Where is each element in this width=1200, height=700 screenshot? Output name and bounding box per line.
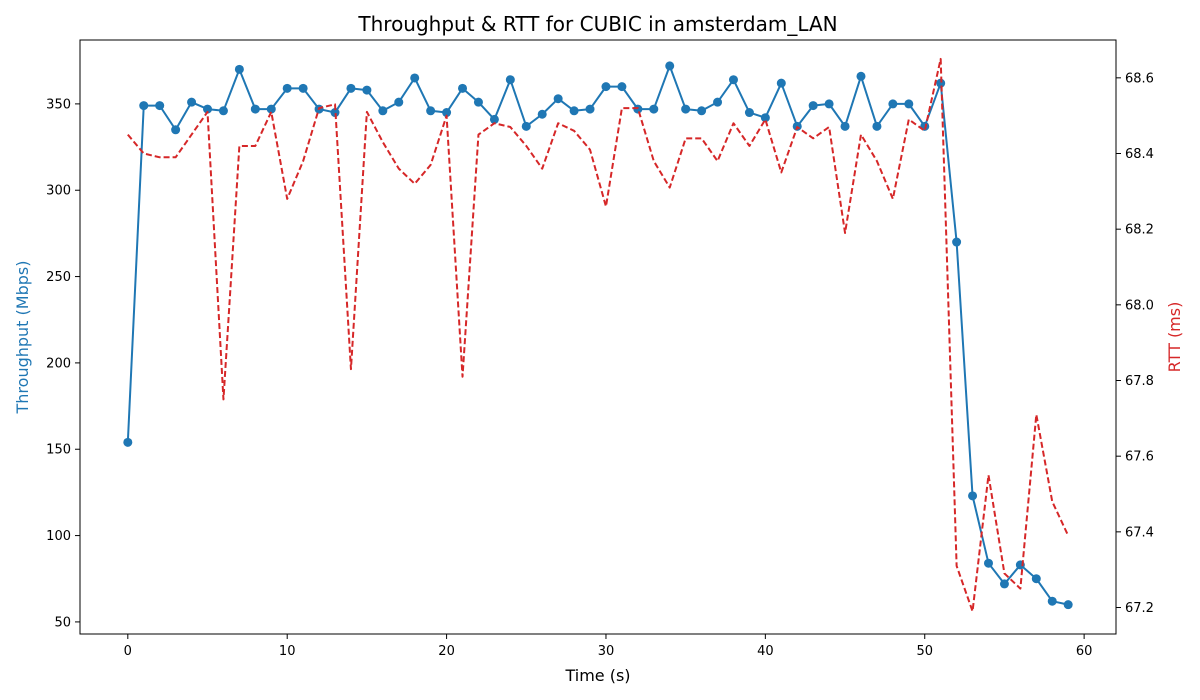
throughput-point <box>983 558 993 568</box>
y-right-tick-label: 68.2 <box>1125 223 1154 238</box>
y-axis-right-label: RTT (ms) <box>1165 302 1184 373</box>
y-right-tick-label: 68.4 <box>1125 147 1154 162</box>
throughput-point <box>1063 600 1073 610</box>
throughput-line <box>126 64 1069 606</box>
y-left-tick-label: 300 <box>46 184 71 199</box>
throughput-point <box>585 104 595 114</box>
throughput-point <box>346 83 356 93</box>
throughput-point <box>872 121 882 131</box>
y-left-tick-label: 150 <box>46 443 71 458</box>
throughput-point <box>282 83 292 93</box>
throughput-point <box>473 97 483 107</box>
throughput-point <box>904 99 914 109</box>
y-left-tick-label: 100 <box>46 529 71 544</box>
throughput-point <box>936 78 946 88</box>
throughput-point <box>999 579 1009 589</box>
throughput-point <box>521 121 531 131</box>
throughput-point <box>888 99 898 109</box>
throughput-point <box>776 78 786 88</box>
throughput-point <box>266 104 276 114</box>
x-tick-label: 50 <box>916 644 933 659</box>
throughput-point <box>601 82 611 92</box>
y-axis-left-label: Throughput (Mbps) <box>13 261 32 415</box>
y-right-tick-label: 67.4 <box>1125 525 1154 540</box>
throughput-point <box>824 99 834 109</box>
y-right-tick-label: 67.6 <box>1125 450 1154 465</box>
y-left-tick-label: 250 <box>46 270 71 285</box>
throughput-point <box>569 106 579 116</box>
throughput-point <box>537 109 547 119</box>
y-right-tick-label: 68.0 <box>1125 298 1154 313</box>
throughput-point <box>362 85 372 95</box>
y-right-tick-label: 67.8 <box>1125 374 1154 389</box>
y-right-tick-label: 67.2 <box>1125 601 1154 616</box>
throughput-point <box>250 104 260 114</box>
throughput-point <box>697 106 707 116</box>
throughput-point <box>968 491 978 501</box>
y-left-tick-label: 350 <box>46 97 71 112</box>
throughput-point <box>218 106 228 116</box>
throughput-point <box>171 125 181 135</box>
throughput-point <box>378 106 388 116</box>
throughput-point <box>489 114 499 124</box>
throughput-point <box>744 108 754 118</box>
throughput-point <box>139 101 149 111</box>
throughput-point <box>505 75 515 85</box>
x-tick-label: 30 <box>598 644 615 659</box>
throughput-point <box>856 71 866 81</box>
throughput-point <box>1047 596 1057 606</box>
throughput-point <box>713 97 723 107</box>
x-tick-label: 60 <box>1076 644 1093 659</box>
throughput-point <box>553 94 563 104</box>
throughput-point <box>203 104 213 114</box>
throughput-point <box>426 106 436 116</box>
plot-area: 0 10 20 30 40 50 60 50 100 150 200 250 300 350 67.2 67.… <box>46 39 1154 659</box>
rtt-line <box>127 57 1070 613</box>
y-left-tick-label: 50 <box>54 615 71 630</box>
y-left-tick-label: 200 <box>46 356 71 371</box>
throughput-point <box>728 75 738 85</box>
x-tick-label: 40 <box>757 644 774 659</box>
throughput-point <box>681 104 691 114</box>
throughput-point <box>760 113 770 123</box>
x-tick-label: 0 <box>124 644 132 659</box>
throughput-point <box>330 108 340 118</box>
throughput-point <box>442 108 452 118</box>
x-tick-label: 20 <box>438 644 455 659</box>
y-right-tick-label: 68.6 <box>1125 71 1154 86</box>
throughput-point <box>298 83 308 93</box>
throughput-point <box>458 83 468 93</box>
throughput-point <box>394 97 404 107</box>
throughput-point <box>665 61 675 71</box>
throughput-point <box>649 104 659 114</box>
plot-frame <box>79 39 1117 635</box>
x-tick-label: 10 <box>279 644 296 659</box>
throughput-point <box>1031 574 1041 584</box>
throughput-point <box>123 437 133 447</box>
x-axis-label: Time (s) <box>564 666 630 685</box>
throughput-point <box>952 237 962 247</box>
throughput-point <box>617 82 627 92</box>
throughput-point <box>155 101 165 111</box>
throughput-point <box>234 64 244 74</box>
throughput-point <box>187 97 197 107</box>
throughput-point <box>410 73 420 83</box>
throughput-point <box>840 121 850 131</box>
chart-title: Throughput & RTT for CUBIC in amsterdam_… <box>357 12 837 36</box>
throughput-point <box>808 101 818 111</box>
